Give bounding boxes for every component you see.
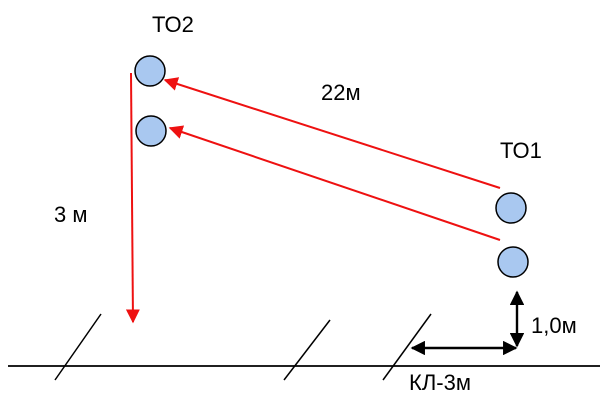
- ground-hatches: [54, 313, 432, 381]
- hatch-mark: [283, 319, 331, 381]
- to2-label: ТО2: [152, 12, 194, 37]
- wire-lower: [168, 125, 501, 241]
- wire-upper: [163, 77, 501, 189]
- cable-label: КЛ-3м: [409, 370, 471, 394]
- to1-bottom-node: [497, 246, 529, 278]
- to2-bottom-node: [135, 115, 167, 147]
- hatch-mark: [54, 313, 102, 381]
- drop-height-label: 3 м: [54, 202, 87, 227]
- span-length-label: 22м: [321, 80, 361, 105]
- hatch-mark: [382, 313, 432, 381]
- height-clearance-label: 1,0м: [531, 313, 577, 338]
- to1-label: ТО1: [500, 138, 542, 163]
- to1-top-node: [495, 192, 527, 224]
- drop-wire: [125, 72, 140, 324]
- to2-top-node: [134, 55, 166, 87]
